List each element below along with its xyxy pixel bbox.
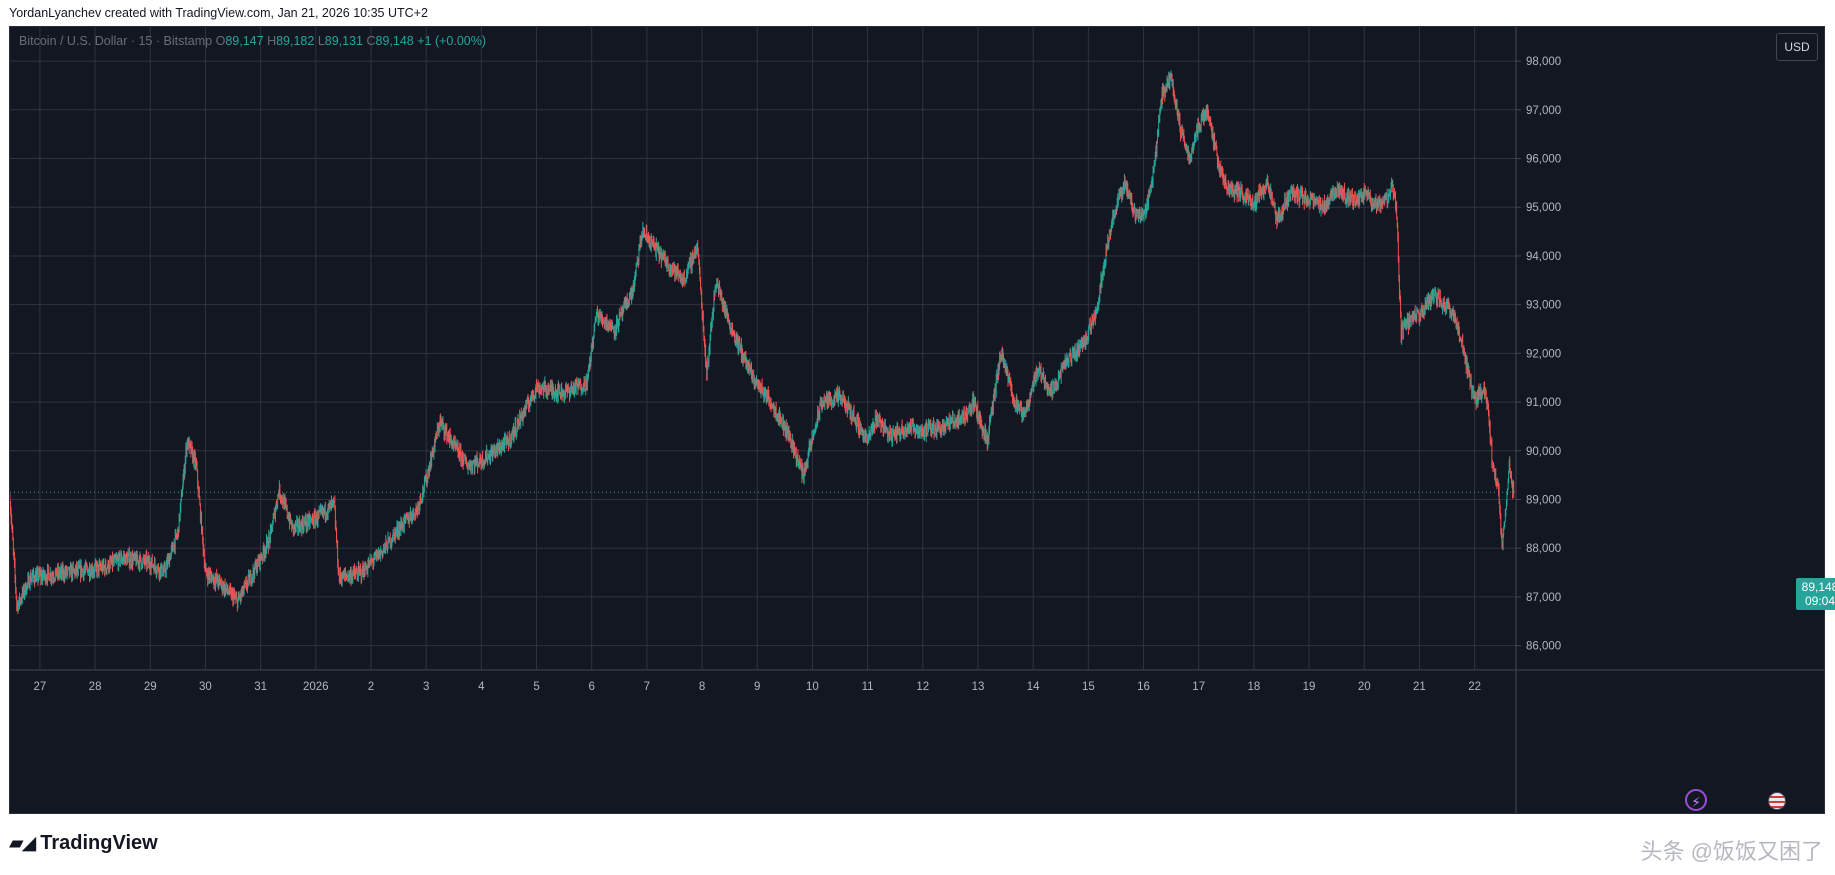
x-tick-label: 3 [423, 681, 429, 693]
close-value: 89,148 [375, 34, 414, 48]
x-tick-label: 17 [1192, 681, 1205, 693]
x-tick-label: 21 [1413, 681, 1426, 693]
y-tick-label: 92,000 [1526, 348, 1561, 360]
chart-credit: YordanLyanchev created with TradingView.… [9, 6, 428, 20]
x-tick-label: 2 [368, 681, 374, 693]
y-tick-label: 86,000 [1526, 641, 1561, 653]
low-value: 89,131 [324, 34, 363, 48]
y-tick-label: 91,000 [1526, 397, 1561, 409]
x-tick-label: 8 [699, 681, 705, 693]
brand-name: TradingView [40, 832, 158, 854]
y-tick-label: 87,000 [1526, 592, 1561, 604]
x-tick-label: 31 [254, 681, 267, 693]
high-label: H [267, 34, 277, 48]
low-label: L [317, 34, 325, 48]
x-tick-label: 5 [533, 681, 539, 693]
us-flag-icon[interactable] [1768, 792, 1786, 810]
open-label: O [215, 34, 226, 48]
last-price-value: 89,148 [1801, 580, 1835, 594]
symbol-title[interactable]: Bitcoin / U.S. Dollar · 15 · Bitstamp [19, 34, 213, 48]
x-tick-label: 27 [33, 681, 46, 693]
change-value: +1 (+0.00%) [417, 34, 487, 48]
y-tick-label: 89,000 [1526, 495, 1561, 507]
watermark: 头条 @饭饭又困了 [1640, 839, 1823, 864]
open-value: 89,147 [225, 34, 264, 48]
x-tick-label: 28 [89, 681, 102, 693]
bar-countdown: 09:04 [1804, 594, 1835, 608]
x-tick-label: 16 [1137, 681, 1150, 693]
x-tick-label: 13 [972, 681, 985, 693]
x-tick-label: 11 [862, 681, 874, 693]
price-chart[interactable]: 86,000 87,000 88,000 89,000 90,000 91,000 92,0… [10, 27, 1825, 814]
x-tick-label: 12 [916, 681, 929, 693]
x-tick-label: 7 [644, 681, 650, 693]
y-tick-label: 98,000 [1526, 56, 1561, 68]
close-label: C [366, 34, 376, 48]
x-tick-label: 15 [1082, 681, 1095, 693]
y-tick-label: 90,000 [1526, 446, 1561, 458]
y-tick-label: 95,000 [1526, 202, 1561, 214]
x-tick-label: 4 [478, 681, 485, 693]
x-tick-label: 30 [199, 681, 212, 693]
x-tick-label: 29 [144, 681, 157, 693]
x-tick-label: 14 [1027, 681, 1040, 693]
y-tick-label: 94,000 [1526, 251, 1561, 263]
x-tick-label: 2026 [303, 681, 329, 693]
last-price-tag: 89,148 09:04 [1796, 578, 1835, 610]
y-tick-label: 88,000 [1526, 543, 1561, 555]
flash-icon[interactable]: ⚡ [1685, 789, 1707, 811]
x-tick-label: 10 [806, 681, 819, 693]
high-value: 89,182 [276, 34, 315, 48]
tradingview-brand[interactable]: ▰◢ TradingView [9, 832, 158, 855]
x-tick-label: 20 [1358, 681, 1371, 693]
x-tick-label: 9 [754, 681, 760, 693]
ohlc-legend: Bitcoin / U.S. Dollar · 15 · Bitstamp O8… [19, 34, 486, 48]
chart-panel[interactable]: 86,000 87,000 88,000 89,000 90,000 91,000 92,0… [9, 26, 1825, 814]
y-tick-label: 93,000 [1526, 300, 1561, 312]
y-tick-label: 97,000 [1526, 105, 1561, 117]
y-tick-label: 96,000 [1526, 154, 1561, 166]
currency-button[interactable]: USD [1776, 33, 1818, 61]
x-tick-label: 6 [589, 681, 595, 693]
x-tick-label: 19 [1303, 681, 1316, 693]
tradingview-logo-icon: ▰◢ [9, 833, 36, 854]
x-tick-label: 22 [1468, 681, 1481, 693]
x-tick-label: 18 [1247, 681, 1260, 693]
